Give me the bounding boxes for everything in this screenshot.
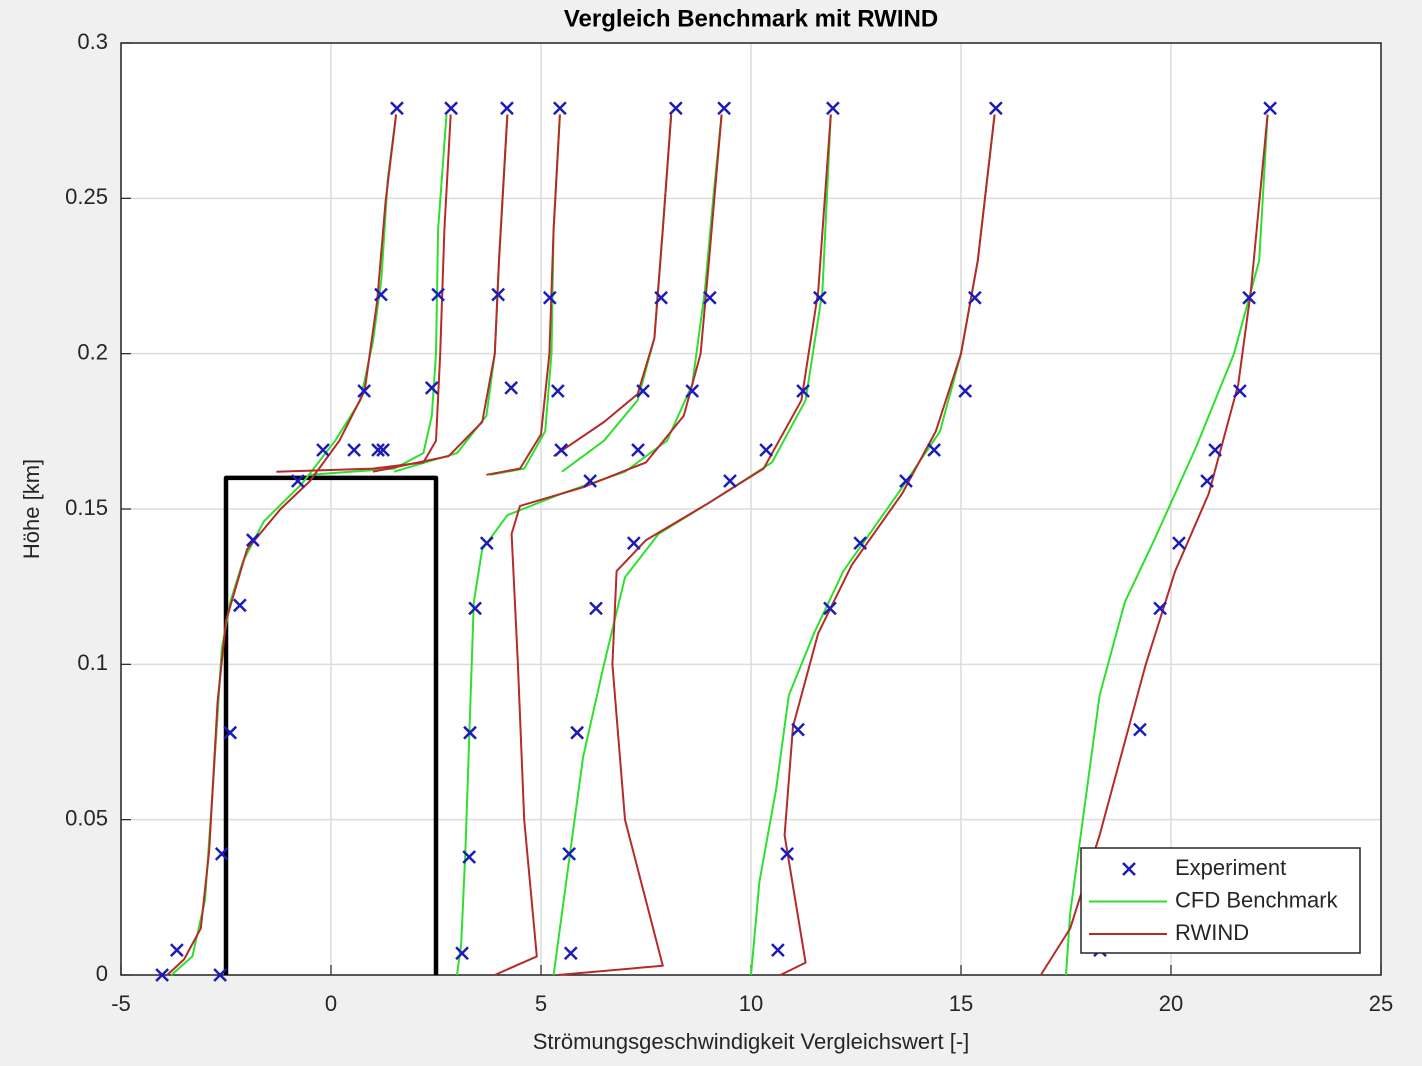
legend-label: RWIND	[1175, 920, 1249, 945]
experiment-marker	[374, 287, 388, 302]
experiment-marker	[717, 101, 732, 116]
experiment-marker	[462, 850, 477, 864]
experiment-marker	[444, 101, 459, 116]
experiment-marker	[826, 101, 840, 116]
experiment-marker	[213, 968, 228, 982]
experiment-marker	[223, 725, 238, 740]
experiment-marker	[1242, 290, 1257, 305]
experiment-marker	[563, 946, 578, 961]
experiment-marker	[853, 536, 868, 551]
experiment-marker	[899, 474, 913, 488]
experiment-marker	[685, 384, 700, 398]
experiment-marker	[1232, 384, 1247, 398]
experiment-marker	[631, 443, 645, 457]
experiment-marker	[958, 384, 973, 398]
y-tick-label: 0.05	[65, 805, 108, 830]
x-axis-label: Strömungsgeschwindigkeit Vergleichswert …	[533, 1029, 970, 1054]
x-tick-label: 10	[739, 991, 763, 1016]
experiment-marker	[770, 943, 785, 958]
legend-symbol	[1122, 862, 1136, 876]
y-tick-label: 0.25	[65, 184, 108, 209]
experiment-marker	[583, 474, 598, 488]
experiment-marker	[668, 101, 683, 116]
experiment-marker	[562, 846, 577, 861]
experiment-marker	[169, 943, 184, 958]
experiment-marker	[479, 536, 494, 551]
experiment-marker	[316, 443, 330, 457]
y-axis-label: Höhe [km]	[19, 459, 44, 559]
experiment-marker	[463, 725, 477, 740]
experiment-marker	[1172, 536, 1186, 551]
experiment-marker	[654, 290, 669, 305]
experiment-marker	[424, 380, 439, 395]
experiment-marker	[245, 533, 260, 547]
experiment-marker	[570, 725, 585, 740]
x-tick-label: -5	[111, 991, 131, 1016]
experiment-marker	[290, 474, 305, 488]
series-line	[166, 114, 1269, 976]
experiment-marker	[357, 384, 372, 398]
x-tick-label: 5	[535, 991, 547, 1016]
experiment-marker	[554, 443, 569, 457]
experiment-marker	[796, 384, 810, 398]
experiment-marker	[491, 287, 506, 302]
experiment-marker	[214, 846, 229, 861]
y-tick-label: 0.15	[65, 495, 108, 520]
experiment-marker	[371, 443, 385, 457]
y-tick-label: 0	[96, 961, 108, 986]
y-tick-label: 0.1	[77, 650, 108, 675]
chart-title: Vergleich Benchmark mit RWIND	[564, 5, 938, 32]
experiment-marker	[232, 598, 247, 613]
experiment-marker	[967, 290, 982, 305]
x-tick-label: 0	[325, 991, 337, 1016]
experiment-marker	[759, 443, 774, 457]
experiment-marker	[500, 101, 514, 116]
experiment-marker	[702, 290, 717, 305]
experiment-marker	[1133, 722, 1147, 737]
experiment-marker	[636, 384, 650, 398]
experiment-marker	[589, 601, 603, 616]
experiment-marker	[626, 536, 641, 551]
legend-label: Experiment	[1175, 855, 1286, 880]
experiment-marker	[723, 474, 737, 488]
experiment-marker	[376, 443, 390, 457]
experiment-marker	[468, 601, 482, 616]
experiment-marker	[812, 290, 827, 305]
experiment-marker	[927, 443, 942, 457]
experiment-marker	[431, 287, 445, 302]
experiment-marker	[553, 101, 567, 116]
experiment-marker	[390, 101, 404, 116]
experiment-marker	[1263, 101, 1278, 116]
legend-label: CFD Benchmark	[1175, 887, 1339, 912]
experiment-marker	[504, 380, 519, 395]
experiment-marker	[347, 443, 361, 457]
x-tick-label: 25	[1369, 991, 1393, 1016]
y-tick-label: 0.2	[77, 339, 108, 364]
building-outline	[223, 475, 439, 975]
x-tick-label: 20	[1159, 991, 1183, 1016]
x-tick-label: 15	[949, 991, 973, 1016]
experiment-marker	[455, 946, 469, 961]
experiment-marker	[988, 101, 1003, 116]
experiment-marker	[1200, 474, 1215, 488]
experiment-marker	[1153, 601, 1167, 616]
y-tick-label: 0.3	[77, 29, 108, 54]
experiment-marker	[1208, 443, 1222, 457]
experiment-marker	[823, 601, 837, 616]
experiment-marker	[155, 968, 170, 982]
experiment-marker	[780, 846, 795, 861]
experiment-marker	[542, 290, 557, 305]
experiment-marker	[550, 384, 565, 398]
experiment-marker	[791, 722, 805, 737]
